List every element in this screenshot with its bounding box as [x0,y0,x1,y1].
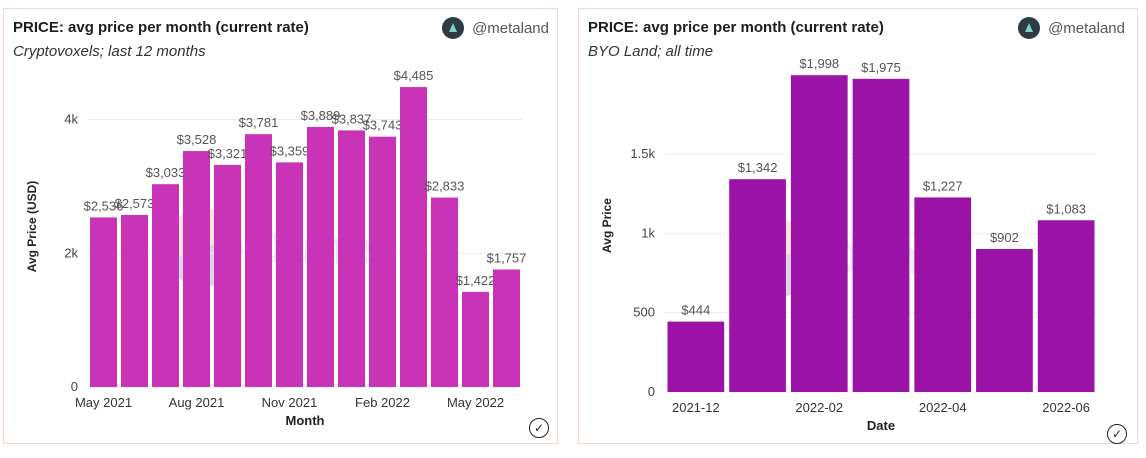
y-tick-label: 4k [64,112,78,127]
data-label: $1,227 [923,178,963,193]
bar [493,269,520,387]
data-label: $444 [681,303,710,318]
chart-title: PRICE: avg price per month (current rate… [13,19,309,36]
bar [338,130,365,387]
x-tick-label: Aug 2021 [169,395,225,410]
bar [183,151,210,387]
data-label: $3,321 [208,146,248,161]
bar [790,75,848,392]
data-label: $2,833 [425,179,465,194]
x-axis-label: Month [286,413,325,428]
bar [431,197,458,387]
metaland-avatar-icon [1018,17,1041,39]
data-label: $902 [990,230,1019,245]
data-label: $2,573 [115,196,155,211]
bar [90,217,117,387]
bar [729,179,786,392]
data-label: $3,033 [146,165,186,180]
data-label: $3,837 [332,111,372,126]
data-label: $1,422 [456,273,496,288]
bar [914,197,972,392]
bar [121,214,148,387]
bar-chart-right: 0 500 1k 1.5k $444 $1,342 $1,998 $1,975 $1,227 $9… [600,56,1097,433]
x-axis-label: Date [867,418,895,433]
data-label: $3,743 [363,118,403,133]
author-link[interactable]: @metaland [442,17,549,39]
bar [667,321,725,392]
y-tick-label: 1k [641,225,655,240]
metaland-avatar-icon [442,17,465,39]
y-axis-label: Avg Price [600,198,614,253]
checkmark-circle-icon[interactable]: ✓ [529,418,549,438]
y-tick-label: 500 [633,305,655,320]
chart-panel-left: PRICE: avg price per month (current rate… [3,8,558,444]
x-tick-label: 2022-02 [795,400,843,415]
bar [976,248,1033,392]
bar [276,162,303,387]
y-tick-label: 1.5k [630,146,655,161]
x-tick-label: May 2022 [447,395,504,410]
bar [307,126,334,387]
data-label: $1,342 [738,160,778,175]
y-tick-label: 2k [64,245,78,260]
bar [214,164,241,387]
x-tick-label: Feb 2022 [355,395,410,410]
chart-subtitle: BYO Land; all time [588,43,714,60]
bar [369,136,396,387]
checkmark-circle-icon[interactable]: ✓ [1107,424,1127,444]
data-label: $4,485 [394,68,434,83]
y-axis-label: Avg Price (USD) [25,181,39,273]
y-tick-label: 0 [648,384,655,399]
author-name: @metaland [1048,19,1125,37]
bar [245,134,272,387]
x-tick-label: 2022-06 [1042,400,1090,415]
x-tick-label: 2022-04 [919,400,967,415]
chart-subtitle: Cryptovoxels; last 12 months [13,43,206,60]
author-link[interactable]: @metaland [1018,17,1125,39]
bar [152,184,179,387]
x-tick-label: 2021-12 [672,400,720,415]
bar [462,291,489,387]
data-label: $3,359 [270,143,310,158]
data-label: $3,528 [177,132,217,147]
bar [400,87,427,388]
bar [852,78,910,393]
data-label: $3,781 [239,115,279,130]
bar [1037,220,1095,392]
data-label: $2,536 [84,198,124,213]
data-label: $3,889 [301,108,341,123]
bar-chart-left: 0 2k 4k $2,536$2,573 $3,033 $3,528$3,321 $3,78… [25,68,527,428]
y-tick-label: 0 [71,379,78,394]
author-name: @metaland [472,19,549,37]
data-label: $1,757 [487,251,527,266]
data-label: $1,998 [799,56,839,71]
x-tick-label: Nov 2021 [262,395,318,410]
data-label: $1,083 [1046,201,1086,216]
x-tick-label: May 2021 [75,395,132,410]
chart-title: PRICE: avg price per month (current rate… [588,19,884,36]
chart-panel-right: PRICE: avg price per month (current rate… [578,8,1138,444]
data-label: $1,975 [861,60,901,75]
